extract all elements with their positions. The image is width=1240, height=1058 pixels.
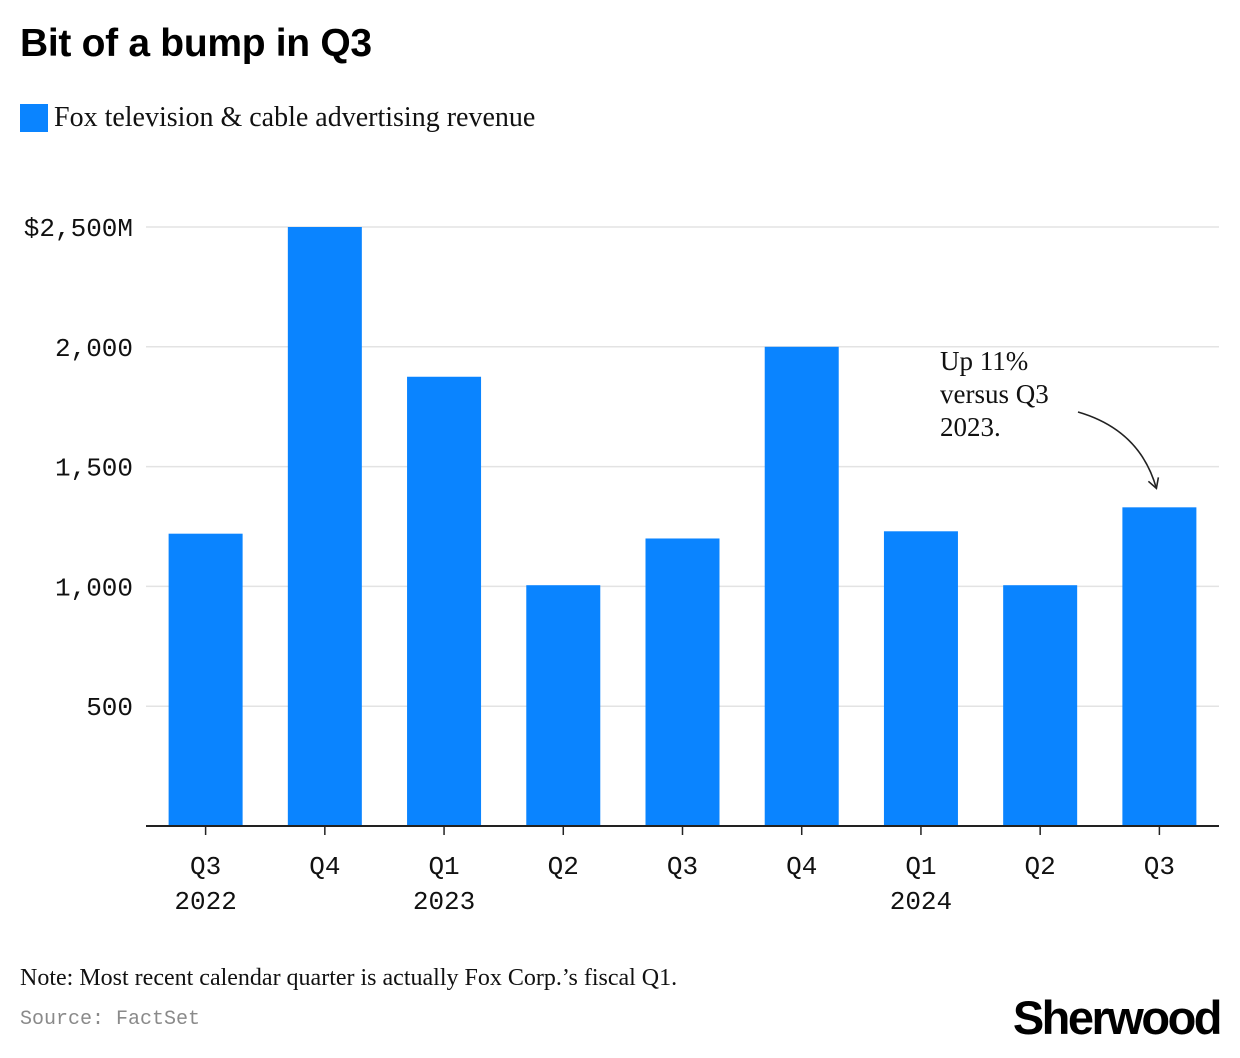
chart-note: Note: Most recent calendar quarter is ac… <box>20 965 678 991</box>
y-tick-label: 1,000 <box>55 573 133 603</box>
annotation-arrow <box>1077 411 1158 489</box>
bar <box>883 531 958 826</box>
y-tick-label: $2,500M <box>24 214 133 244</box>
sherwood-logo: Sherwood <box>1012 991 1223 1044</box>
bar <box>1003 585 1078 826</box>
x-tick-label: Q3 <box>190 852 221 882</box>
bar <box>764 346 839 826</box>
x-tick-label: Q2 <box>1025 852 1056 882</box>
x-tick-label: Q4 <box>786 852 817 882</box>
x-year-label: 2024 <box>890 887 952 917</box>
bar <box>1122 507 1197 826</box>
x-year-label: 2022 <box>174 887 236 917</box>
y-tick-label: 2,000 <box>55 334 133 364</box>
annotation-text: versus Q3 <box>940 379 1049 409</box>
x-tick-label: Q3 <box>667 852 698 882</box>
bar <box>287 227 362 826</box>
legend-swatch <box>20 104 48 132</box>
chart-source: Source: FactSet <box>20 1008 201 1031</box>
y-tick-label: 500 <box>86 693 133 723</box>
bar <box>168 533 243 826</box>
bar <box>526 585 601 826</box>
legend: Fox television & cable advertising reven… <box>20 102 535 134</box>
x-tick-label: Q1 <box>905 852 936 882</box>
bar <box>645 538 720 826</box>
x-tick-label: Q3 <box>1144 852 1175 882</box>
annotation-text: 2023. <box>940 412 1001 442</box>
x-year-label: 2023 <box>413 887 475 917</box>
x-tick-label: Q2 <box>548 852 579 882</box>
legend-label: Fox television & cable advertising reven… <box>54 102 536 133</box>
x-tick-label: Q1 <box>428 852 459 882</box>
annotation-text: Up 11% <box>940 346 1028 376</box>
y-tick-label: 1,500 <box>55 454 133 484</box>
bar <box>407 376 482 826</box>
chart-title: Bit of a bump in Q3 <box>20 22 372 65</box>
x-tick-label: Q4 <box>309 852 340 882</box>
annotation-arrowhead <box>1147 477 1160 490</box>
